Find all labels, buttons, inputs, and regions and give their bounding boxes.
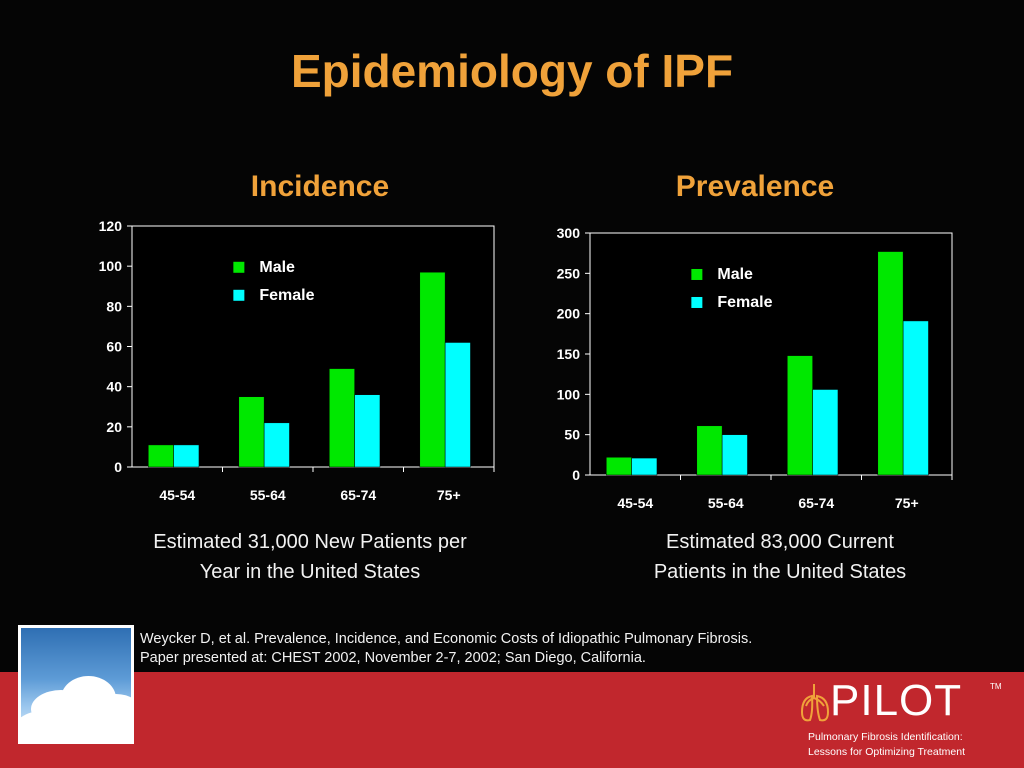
incidence-caption: Estimated 31,000 New Patients per Year i… [110, 527, 510, 587]
incidence-x-tick-label: 55-64 [250, 487, 286, 503]
incidence-caption-line-2: Year in the United States [199, 561, 421, 583]
pilot-tagline-line-2: Lessons for Optimizing Treatment [808, 746, 965, 758]
pilot-wordmark: PILOT [830, 676, 963, 725]
incidence-x-tick-label: 65-74 [340, 487, 376, 503]
incidence-y-tick-label: 40 [106, 379, 122, 395]
incidence-bar-male-55-64 [238, 396, 265, 468]
incidence-legend-label-male: Male [259, 259, 295, 276]
incidence-x-tick-label: 75+ [437, 487, 461, 503]
pilot-tagline: Pulmonary Fibrosis Identification: Lesso… [808, 730, 965, 760]
prevalence-caption: Estimated 83,000 Current Patients in the… [600, 527, 960, 587]
incidence-y-tick-label: 20 [106, 419, 122, 435]
prevalence-chart-title: Prevalence [675, 170, 835, 203]
reference-line-1: Weycker D, et al. Prevalence, Incidence,… [140, 631, 753, 647]
incidence-y-tick-label: 80 [106, 298, 122, 314]
pilot-logo: PILOT TM Pulmonary Fibrosis Identificati… [800, 676, 1015, 764]
incidence-chart-title: Incidence [250, 170, 390, 203]
incidence-x-tick-label: 45-54 [159, 487, 195, 503]
incidence-y-tick-label: 60 [106, 339, 122, 355]
incidence-y-tick-label: 100 [99, 258, 123, 274]
prevalence-caption-line-2: Patients in the United States [653, 561, 907, 583]
lungs-icon [800, 684, 830, 722]
incidence-bar-female-65-74 [354, 394, 381, 468]
prevalence-caption-line-1: Estimated 83,000 Current [666, 531, 894, 553]
reference-line-2: Paper presented at: CHEST 2002, November… [140, 650, 646, 666]
incidence-caption-line-1: Estimated 31,000 New Patients per [153, 531, 467, 553]
incidence-bar-male-65-74 [329, 368, 355, 468]
incidence-y-tick-label: 120 [99, 218, 123, 234]
trademark-mark: TM [990, 682, 1002, 691]
slide-title: Epidemiology of IPF [290, 45, 734, 97]
incidence-bar-male-75+ [419, 271, 446, 468]
incidence-bar-male-45-54 [148, 444, 174, 468]
incidence-y-tick-label: 0 [114, 459, 122, 475]
reference-citation: Weycker D, et al. Prevalence, Incidence,… [140, 630, 752, 668]
incidence-legend-swatch-female [233, 289, 245, 301]
sky-clouds-image [18, 625, 134, 744]
incidence-bar-female-55-64 [263, 422, 290, 468]
incidence-bar-female-75+ [444, 342, 471, 468]
pilot-tagline-line-1: Pulmonary Fibrosis Identification: [808, 731, 963, 743]
incidence-bar-female-45-54 [173, 444, 200, 468]
incidence-legend-swatch-male [233, 261, 245, 273]
incidence-legend-label-female: Female [259, 287, 314, 304]
footer-band [0, 672, 1024, 768]
